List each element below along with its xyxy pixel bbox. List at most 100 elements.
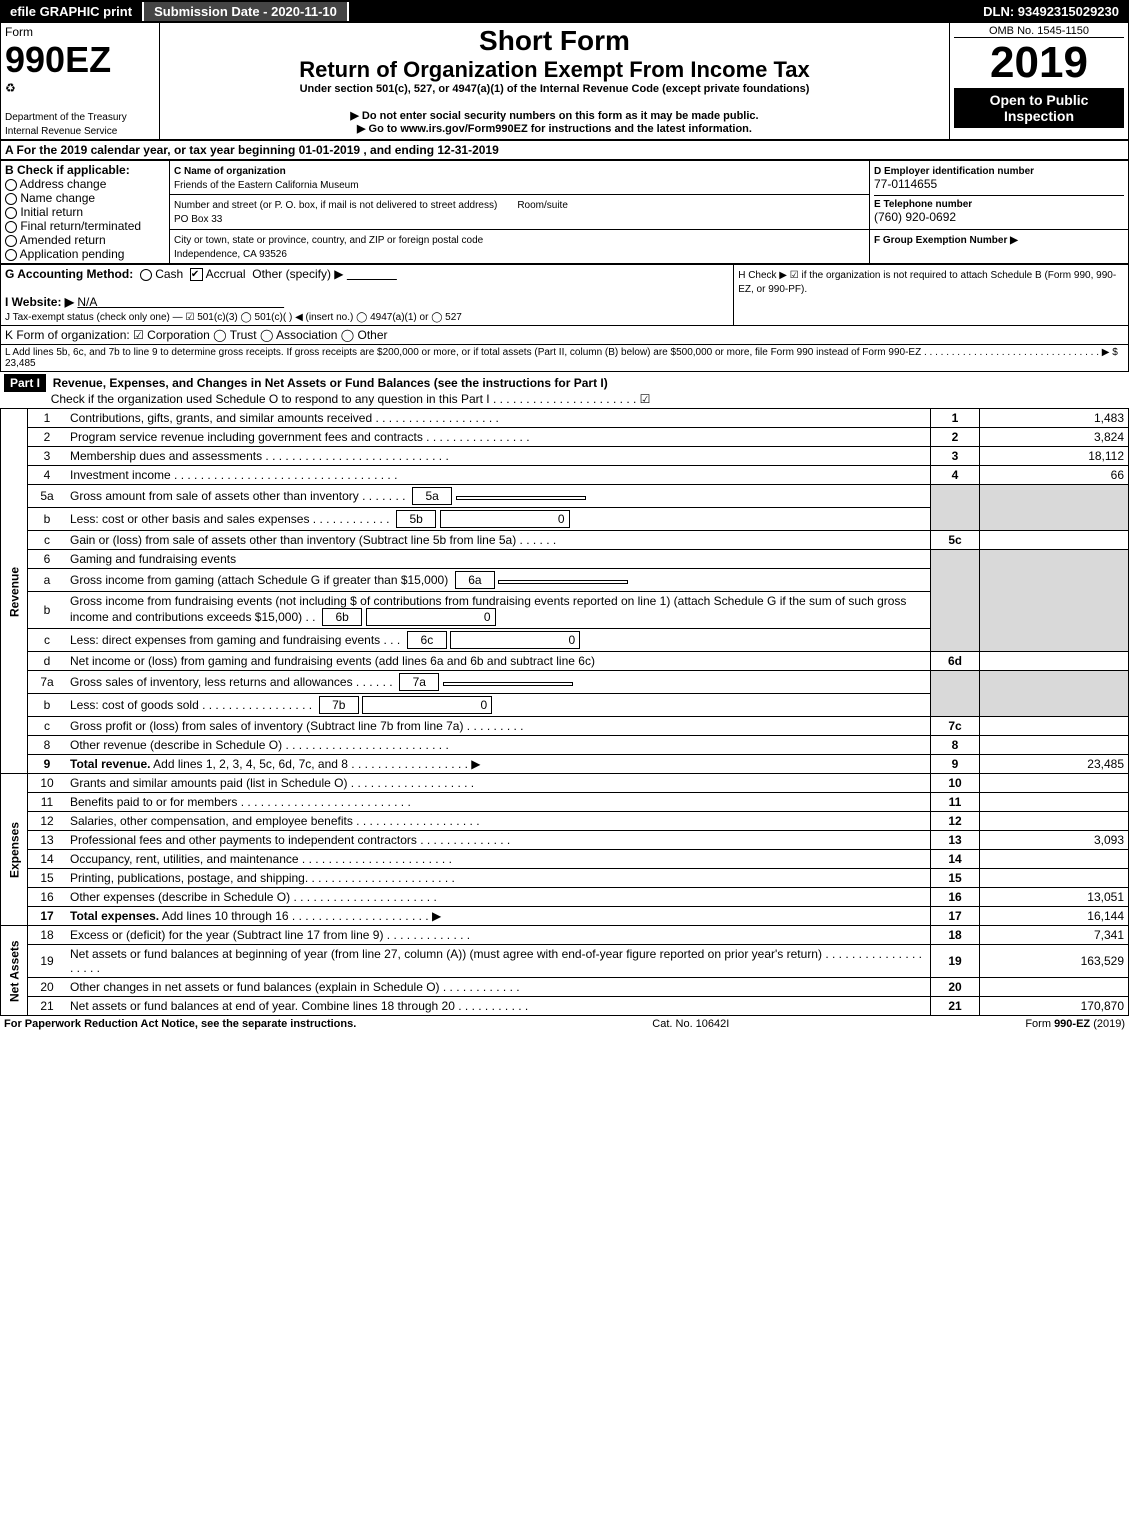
- l6-shade-amt: [980, 550, 1129, 652]
- other-label: Other (specify) ▶: [252, 267, 343, 281]
- l7b-boxval: 0: [362, 696, 492, 714]
- l15-desc: Printing, publications, postage, and shi…: [66, 869, 931, 888]
- efile-label[interactable]: efile GRAPHIC print: [0, 2, 144, 21]
- l16-ref: 16: [931, 888, 980, 907]
- header-block: Form 990EZ ♻ Department of the Treasury …: [0, 22, 1129, 140]
- l6a-box: 6a: [455, 571, 495, 589]
- l18-desc: Excess or (deficit) for the year (Subtra…: [66, 926, 931, 945]
- l7a-box: 7a: [399, 673, 439, 691]
- box-g-label: G Accounting Method:: [5, 267, 133, 281]
- l11-desc: Benefits paid to or for members . . . . …: [66, 793, 931, 812]
- l6-num: 6: [28, 550, 67, 569]
- form-word: Form: [5, 25, 33, 39]
- l20-desc: Other changes in net assets or fund bala…: [66, 978, 931, 997]
- box-j: J Tax-exempt status (check only one) — ☑…: [5, 312, 462, 323]
- phone-value: (760) 920-0692: [874, 210, 956, 224]
- opt-pending: Application pending: [20, 247, 125, 261]
- page-footer: For Paperwork Reduction Act Notice, see …: [0, 1016, 1129, 1032]
- form-number: 990EZ: [5, 39, 111, 80]
- room-label: Room/suite: [517, 200, 568, 211]
- section-b-to-f: B Check if applicable: Address change Na…: [0, 160, 1129, 264]
- l14-amt: [980, 850, 1129, 869]
- org-name: Friends of the Eastern California Museum: [174, 180, 359, 191]
- netassets-side-label: Net Assets: [1, 926, 28, 1016]
- form-ref: Form 990-EZ (2019): [1025, 1018, 1125, 1030]
- l5c-num: c: [28, 531, 67, 550]
- under-section: Under section 501(c), 527, or 4947(a)(1)…: [164, 83, 945, 95]
- l2-num: 2: [28, 428, 67, 447]
- name-change-radio[interactable]: [5, 193, 17, 205]
- irs-label: Internal Revenue Service: [5, 126, 117, 137]
- l19-desc: Net assets or fund balances at beginning…: [66, 945, 931, 978]
- box-k: K Form of organization: ☑ Corporation ◯ …: [1, 326, 1129, 345]
- l5b-text: Less: cost or other basis and sales expe…: [70, 512, 389, 526]
- l1-amt: 1,483: [980, 409, 1129, 428]
- final-return-radio[interactable]: [5, 221, 17, 233]
- box-f-label: F Group Exemption Number ▶: [874, 235, 1018, 246]
- l4-desc: Investment income . . . . . . . . . . . …: [66, 466, 931, 485]
- l20-amt: [980, 978, 1129, 997]
- box-b-header: B Check if applicable:: [5, 163, 130, 177]
- submission-date: Submission Date - 2020-11-10: [144, 2, 349, 21]
- dln: DLN: 93492315029230: [973, 2, 1129, 21]
- l12-amt: [980, 812, 1129, 831]
- section-a: A For the 2019 calendar year, or tax yea…: [0, 140, 1129, 160]
- l11-ref: 11: [931, 793, 980, 812]
- l12-ref: 12: [931, 812, 980, 831]
- cat-no: Cat. No. 10642I: [652, 1018, 729, 1030]
- l16-desc: Other expenses (describe in Schedule O) …: [66, 888, 931, 907]
- l20-ref: 20: [931, 978, 980, 997]
- l14-num: 14: [28, 850, 67, 869]
- amended-return-radio[interactable]: [5, 235, 17, 247]
- l1-ref: 1: [931, 409, 980, 428]
- l15-num: 15: [28, 869, 67, 888]
- l17-ref: 17: [931, 907, 980, 926]
- addr-change-radio[interactable]: [5, 179, 17, 191]
- initial-return-radio[interactable]: [5, 207, 17, 219]
- l6-shade: [931, 550, 980, 652]
- l8-ref: 8: [931, 736, 980, 755]
- l9-ref: 9: [931, 755, 980, 774]
- omb-label: OMB No. 1545-1150: [954, 25, 1124, 37]
- l6d-amt: [980, 652, 1129, 671]
- expenses-side-label: Expenses: [1, 774, 28, 926]
- l5b-boxval: 0: [440, 510, 570, 528]
- l6c-num: c: [28, 629, 67, 652]
- accrual-check[interactable]: [190, 268, 203, 281]
- l10-desc: Grants and similar amounts paid (list in…: [66, 774, 931, 793]
- paperwork-notice: For Paperwork Reduction Act Notice, see …: [4, 1018, 356, 1030]
- l7a-num: 7a: [28, 671, 67, 694]
- box-h: H Check ▶ ☑ if the organization is not r…: [738, 270, 1116, 295]
- l5a-box: 5a: [412, 487, 452, 505]
- l7a-desc: Gross sales of inventory, less returns a…: [66, 671, 931, 694]
- l18-ref: 18: [931, 926, 980, 945]
- l2-desc: Program service revenue including govern…: [66, 428, 931, 447]
- goto-link[interactable]: ▶ Go to www.irs.gov/Form990EZ for instru…: [164, 122, 945, 135]
- street-value: PO Box 33: [174, 214, 222, 225]
- l6a-text: Gross income from gaming (attach Schedul…: [70, 573, 448, 587]
- l17-num: 17: [28, 907, 67, 926]
- open-to-public: Open to Public Inspection: [954, 88, 1124, 128]
- l8-desc: Other revenue (describe in Schedule O) .…: [66, 736, 931, 755]
- l6c-box: 6c: [407, 631, 447, 649]
- l5a-desc: Gross amount from sale of assets other t…: [66, 485, 931, 508]
- part1-title: Revenue, Expenses, and Changes in Net As…: [53, 376, 608, 390]
- app-pending-radio[interactable]: [5, 249, 17, 261]
- l17-desc: Total expenses. Add lines 10 through 16 …: [66, 907, 931, 926]
- cash-radio[interactable]: [140, 269, 152, 281]
- l1-desc: Contributions, gifts, grants, and simila…: [66, 409, 931, 428]
- l4-amt: 66: [980, 466, 1129, 485]
- l21-ref: 21: [931, 997, 980, 1016]
- l4-ref: 4: [931, 466, 980, 485]
- box-c-city-label: City or town, state or province, country…: [174, 235, 483, 246]
- part1-check-note: Check if the organization used Schedule …: [51, 392, 651, 406]
- box-d-label: D Employer identification number: [874, 166, 1034, 177]
- l13-desc: Professional fees and other payments to …: [66, 831, 931, 850]
- l17-amt: 16,144: [980, 907, 1129, 926]
- l9-desc: Total revenue. Total revenue. Add lines …: [66, 755, 931, 774]
- l20-num: 20: [28, 978, 67, 997]
- cash-label: Cash: [155, 267, 183, 281]
- opt-final: Final return/terminated: [20, 219, 141, 233]
- l5c-amt: [980, 531, 1129, 550]
- l7b-num: b: [28, 694, 67, 717]
